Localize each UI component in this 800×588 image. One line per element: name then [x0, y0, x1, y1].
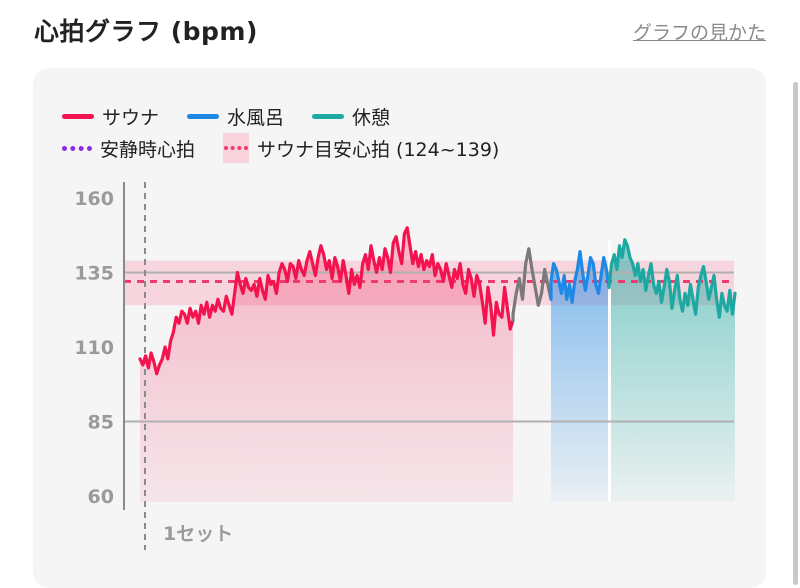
legend-resting-hr-label: 安静時心拍: [100, 138, 196, 161]
legend-target-hr: サウナ目安心拍 (124~139): [223, 133, 499, 163]
legend-cold-bath: 水風呂: [187, 103, 284, 130]
legend-sauna-label: サウナ: [102, 106, 160, 129]
legend-sauna: サウナ: [62, 103, 159, 130]
y-tick-label: 60: [88, 486, 114, 508]
set-label: 1セット: [163, 523, 233, 545]
cold-bath-series-line: [549, 250, 611, 304]
cold-bath-line-swatch: [187, 113, 220, 119]
sauna-area: [140, 227, 513, 503]
legend-rest: 休憩: [312, 103, 390, 130]
resting-hr-dots-swatch: [62, 145, 92, 151]
rest-line-swatch: [312, 113, 345, 119]
rest-series-line: [607, 238, 737, 319]
sauna-line-swatch: [62, 113, 94, 119]
y-tick-label: 135: [74, 263, 114, 285]
legend-cold-bath-label: 水風呂: [227, 106, 285, 129]
rest-area: [609, 239, 735, 502]
graph-guide-link[interactable]: グラフの見かた: [632, 22, 766, 44]
y-tick-label: 110: [74, 337, 114, 359]
scrollbar[interactable]: [793, 82, 798, 585]
legend-target-hr-label: サウナ目安心拍 (124~139): [257, 138, 500, 161]
legend-rest-label: 休憩: [352, 106, 391, 129]
chart-legend: サウナ 水風呂 休憩 安静時心拍 サウナ目安心拍 (124~139): [62, 100, 527, 164]
page-title: 心拍グラフ (bpm): [34, 17, 258, 46]
cold-bath-area: [551, 251, 609, 502]
phase-divider: [608, 240, 611, 502]
legend-resting-hr: 安静時心拍: [62, 135, 195, 162]
y-tick-label: 85: [88, 412, 114, 434]
sauna-series-line: [138, 226, 515, 376]
target-hr-swatch: [223, 133, 250, 163]
transition-series-line: [511, 247, 553, 322]
y-tick-label: 160: [74, 188, 114, 210]
